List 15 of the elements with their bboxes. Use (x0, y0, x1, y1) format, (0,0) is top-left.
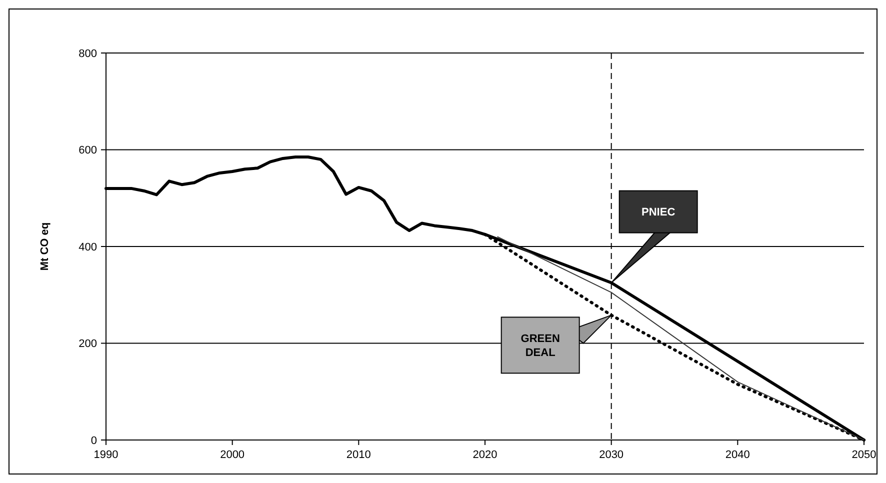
x-tick-label: 2030 (599, 449, 624, 461)
annotation: PNIEC (642, 206, 676, 219)
x-tick-label: 2020 (472, 449, 498, 461)
x-tick-label: 2010 (346, 449, 371, 461)
y-tick-label: 600 (78, 144, 97, 157)
y-tick-label: 0 (90, 434, 97, 447)
x-tick-label: 1990 (94, 449, 118, 461)
y-tick-label: 400 (78, 241, 97, 254)
x-tick-label: 2050 (852, 449, 876, 461)
x-tick-label: 2040 (725, 449, 750, 461)
x-tick-label: 2000 (220, 449, 245, 461)
y-tick-label: 200 (78, 338, 97, 350)
y-tick-label: 800 (78, 48, 97, 60)
y-axis-title: Mt CO eq (39, 222, 51, 271)
annotation: GREEN DEAL (520, 333, 560, 360)
